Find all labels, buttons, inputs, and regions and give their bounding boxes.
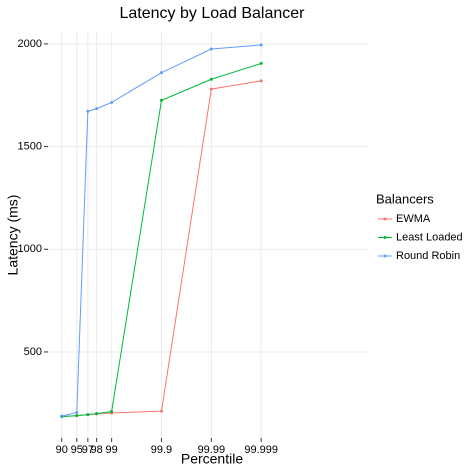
series-line <box>61 62 262 418</box>
data-point <box>209 77 213 81</box>
data-point <box>209 87 213 91</box>
x-axis-label: Percentile <box>181 451 243 467</box>
data-point <box>110 410 114 414</box>
legend-label: Least Loaded <box>396 231 463 243</box>
y-tick-label: 1500 <box>18 140 42 152</box>
data-point <box>159 409 163 413</box>
data-point <box>209 47 213 51</box>
legend-swatch-dot <box>383 236 387 239</box>
data-point <box>259 43 263 47</box>
x-tick-label: 95 <box>71 444 83 456</box>
data-point <box>110 100 114 104</box>
data-point <box>159 71 163 75</box>
y-axis-label: Latency (ms) <box>5 195 21 276</box>
y-tick-label: 500 <box>24 346 42 358</box>
legend-label: EWMA <box>396 213 431 225</box>
x-tick-label: 99 <box>106 444 118 456</box>
legend-label: Round Robin <box>396 250 460 262</box>
legend-title: Balancers <box>376 191 434 206</box>
x-tick-label: 99.999 <box>244 444 278 456</box>
x-tick-label: 99.99 <box>198 444 226 456</box>
data-point <box>159 98 163 102</box>
y-tick-label: 2000 <box>18 38 42 50</box>
data-point <box>259 61 263 65</box>
x-tick-label: 90 <box>56 444 68 456</box>
chart-title: Latency by Load Balancer <box>119 5 305 22</box>
data-point <box>259 79 263 83</box>
x-tick-label: 97 <box>82 444 94 456</box>
x-tick-label: 98 <box>91 444 103 456</box>
data-point <box>95 107 99 111</box>
series-line <box>61 44 262 417</box>
legend-swatch-dot <box>383 217 387 221</box>
x-tick-label: 99.9 <box>151 444 172 456</box>
legend-swatch-dot <box>383 254 387 258</box>
y-tick-label: 1000 <box>18 243 42 255</box>
data-point <box>95 412 99 416</box>
data-point <box>60 414 64 418</box>
data-point <box>75 411 79 415</box>
data-point <box>75 414 79 418</box>
data-point <box>86 109 90 113</box>
data-point <box>86 413 90 417</box>
